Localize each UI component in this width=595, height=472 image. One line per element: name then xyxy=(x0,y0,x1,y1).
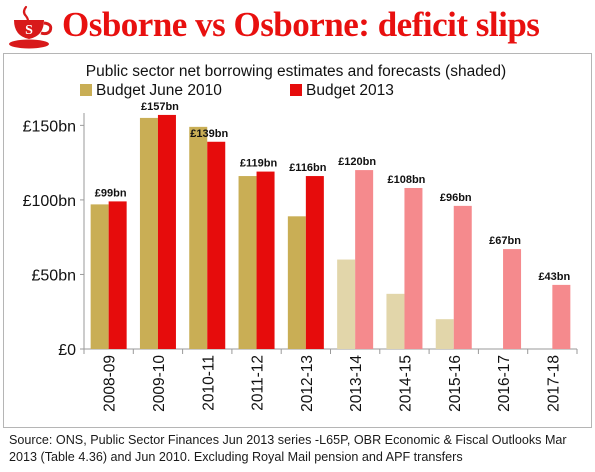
bar-budget-2010 xyxy=(435,319,454,349)
data-label: £116bn xyxy=(289,162,327,174)
logo-letter: S xyxy=(25,23,33,38)
bar-budget-2010 xyxy=(189,126,208,349)
y-axis: £0 £50bn £100bn £150bn xyxy=(23,113,85,359)
bar-budget-2013 xyxy=(305,176,324,349)
bars xyxy=(90,114,571,349)
x-tick-label: 2009-10 xyxy=(151,355,168,412)
data-label: £139bn xyxy=(190,128,228,140)
bar-budget-2010 xyxy=(90,204,109,349)
bar-budget-2013 xyxy=(355,170,374,349)
legend: Budget June 2010 Budget 2013 xyxy=(80,82,394,99)
y-tick-label: £50bn xyxy=(32,267,77,284)
y-tick-label: £100bn xyxy=(23,193,76,210)
legend-label-budget-2013: Budget 2013 xyxy=(306,82,394,99)
bar-budget-2013 xyxy=(256,171,275,349)
x-tick-label: 2016-17 xyxy=(496,355,513,412)
data-labels: £99bn £157bn £139bn £119bn £116bn £120bn £108b… xyxy=(95,101,571,283)
x-tick-label: 2017-18 xyxy=(545,355,562,412)
x-tick-label: 2015-16 xyxy=(447,355,464,412)
data-label: £157bn xyxy=(141,101,179,113)
data-label: £67bn xyxy=(489,235,521,247)
data-label: £43bn xyxy=(538,271,570,283)
x-axis: 2008-09 2009-10 2010-11 2011-12 2012-13 2013-… xyxy=(83,348,578,412)
data-label: £120bn xyxy=(338,156,376,168)
data-label: £99bn xyxy=(95,187,127,199)
bar-budget-2013 xyxy=(157,114,176,349)
x-tick-label: 2013-14 xyxy=(348,355,365,412)
page-title: Osborne vs Osborne: deficit slips xyxy=(62,5,540,44)
legend-swatch-budget-2010 xyxy=(80,84,92,96)
data-label: £119bn xyxy=(240,158,278,170)
x-tick-label: 2008-09 xyxy=(102,355,119,412)
data-label: £96bn xyxy=(440,192,472,204)
source-note: Source: ONS, Public Sector Finances Jun … xyxy=(9,433,567,464)
deficit-bar-chart: Public sector net borrowing estimates an… xyxy=(23,63,578,412)
legend-label-budget-2010: Budget June 2010 xyxy=(96,82,222,99)
bar-budget-2013 xyxy=(404,187,423,349)
data-label: £108bn xyxy=(387,174,425,186)
x-tick-label: 2014-15 xyxy=(397,355,414,412)
teacup-logo-icon: S xyxy=(9,5,53,49)
bar-budget-2010 xyxy=(238,176,257,349)
bar-budget-2013 xyxy=(453,205,472,349)
bar-budget-2010 xyxy=(386,293,405,349)
teacup-icon xyxy=(9,5,53,49)
bar-budget-2010 xyxy=(139,117,158,349)
bar-budget-2013 xyxy=(552,284,571,349)
x-tick-label: 2010-11 xyxy=(200,355,217,411)
bar-budget-2013 xyxy=(207,141,226,349)
chart-title: Public sector net borrowing estimates an… xyxy=(86,63,506,80)
y-tick-label: £150bn xyxy=(23,118,76,135)
x-tick-label: 2011-12 xyxy=(250,355,267,411)
bar-budget-2013 xyxy=(503,249,522,349)
bar-budget-2013 xyxy=(108,201,127,349)
bar-budget-2010 xyxy=(337,259,356,349)
legend-swatch-budget-2013 xyxy=(290,84,302,96)
bar-budget-2010 xyxy=(287,216,306,349)
x-tick-label: 2012-13 xyxy=(299,355,316,412)
y-tick-label: £0 xyxy=(58,342,76,359)
